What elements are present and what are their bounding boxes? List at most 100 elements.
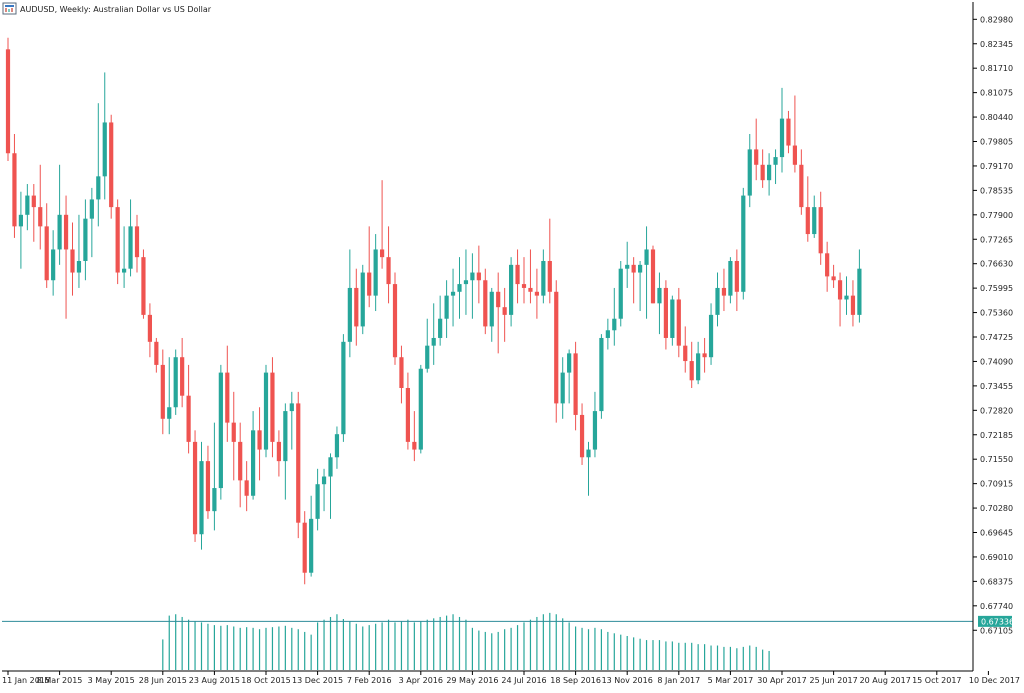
candle-bull [212, 488, 217, 512]
x-tick-label: 7 Feb 2016 [347, 676, 392, 685]
y-tick-label: 0.70280 [980, 504, 1013, 513]
candle-bear [405, 387, 410, 442]
candle-bull [489, 291, 494, 327]
candle-bear [354, 287, 359, 327]
candle-bull [373, 249, 378, 296]
chart-title: AUDUSD, Weekly: Australian Dollar vs US … [20, 5, 212, 14]
y-tick-label: 0.67740 [980, 602, 1013, 611]
y-tick-label: 0.76630 [980, 260, 1013, 269]
candle-bear [721, 287, 727, 296]
x-tick-label: 15 Oct 2017 [912, 676, 961, 685]
candle-bull [173, 357, 178, 408]
candle-bear [12, 153, 17, 227]
candle-bull [767, 164, 772, 181]
y-tick-label: 0.71550 [980, 455, 1013, 464]
candle-bull [218, 372, 223, 489]
candle-bull [463, 280, 469, 285]
candle-bear [799, 164, 804, 208]
candle-bull [199, 461, 204, 535]
x-tick-label: 30 Apr 2017 [757, 676, 806, 685]
candle-bear [231, 422, 236, 442]
candle-bear [5, 49, 11, 154]
candle-bear [109, 122, 114, 208]
candle-bull [51, 249, 56, 281]
candle-bull [57, 214, 62, 250]
candle-bull [128, 226, 133, 269]
candle-bull [605, 330, 610, 338]
current-price-badge: 0.67336 [978, 615, 1014, 627]
y-tick-label: 0.68375 [980, 577, 1013, 586]
candle-bear [180, 357, 185, 396]
candle-bull [76, 260, 82, 273]
candle-bull [334, 434, 340, 458]
candle-bear [483, 280, 488, 327]
candle-bear [44, 226, 49, 281]
y-tick-label: 0.77265 [980, 235, 1013, 244]
candle-bull [438, 318, 443, 338]
y-tick-label: 0.82345 [980, 40, 1013, 49]
candle-bear [547, 260, 552, 292]
candle-bull [560, 372, 565, 404]
candle-bull [657, 287, 662, 304]
candle-bull [470, 272, 475, 281]
y-tick-label: 0.77900 [980, 211, 1013, 220]
candle-bull [857, 268, 862, 315]
candle-bull [599, 337, 604, 412]
candle-bull [592, 411, 598, 450]
candle-bear [650, 249, 656, 304]
candle-bull [425, 345, 430, 369]
candle-bear [805, 207, 810, 235]
candle-bear [818, 207, 823, 254]
candle-bear [831, 276, 836, 281]
y-tick-label: 0.81710 [980, 64, 1013, 73]
candle-bear [154, 341, 159, 365]
candle-bull [321, 476, 327, 485]
candle-bear [631, 264, 636, 273]
x-tick-label: 13 Dec 2015 [292, 676, 343, 685]
candle-bear [160, 364, 165, 419]
y-tick-label: 0.72820 [980, 406, 1013, 415]
y-tick-label: 0.82980 [980, 15, 1013, 24]
candle-bull [347, 287, 352, 342]
candle-bull [509, 264, 514, 315]
candle-bear [792, 145, 797, 165]
candle-bear [734, 260, 739, 292]
candle-bear [70, 249, 75, 273]
candle-bear [554, 291, 559, 404]
candle-bear [683, 345, 688, 362]
candle-bear [141, 257, 146, 315]
candle-bull [715, 287, 720, 315]
candle-bear [412, 441, 417, 450]
x-tick-label: 8 Jan 2017 [657, 676, 700, 685]
x-tick-label: 11 Jan 2015 [2, 676, 50, 685]
candle-bull [541, 260, 546, 296]
candle-bear [244, 480, 249, 496]
candle-bull [167, 407, 172, 419]
candle-bear [205, 461, 211, 512]
candle-bull [612, 318, 617, 331]
candle-bear [115, 207, 120, 273]
candle-bear [689, 361, 694, 381]
y-tick-label: 0.72185 [980, 431, 1013, 440]
candle-bull [315, 484, 320, 519]
x-tick-label: 10 Dec 2017 [969, 676, 1020, 685]
candle-bear [760, 164, 765, 181]
x-tick-label: 29 May 2016 [446, 676, 498, 685]
candle-bear [496, 291, 501, 308]
candle-bear [676, 299, 681, 346]
x-tick-label: 5 Mar 2017 [708, 676, 754, 685]
candle-bear [786, 118, 791, 146]
candle-bear [663, 287, 668, 338]
candle-bear [192, 441, 198, 535]
candle-bear [302, 522, 307, 573]
candle-bull [309, 518, 314, 573]
candle-bear [528, 287, 533, 292]
candle-bull [328, 457, 333, 477]
candle-bull [779, 118, 785, 158]
candle-bull [289, 403, 294, 412]
candle-bull [360, 272, 365, 327]
y-tick-label: 0.67105 [980, 626, 1013, 635]
candle-bull [418, 368, 423, 450]
